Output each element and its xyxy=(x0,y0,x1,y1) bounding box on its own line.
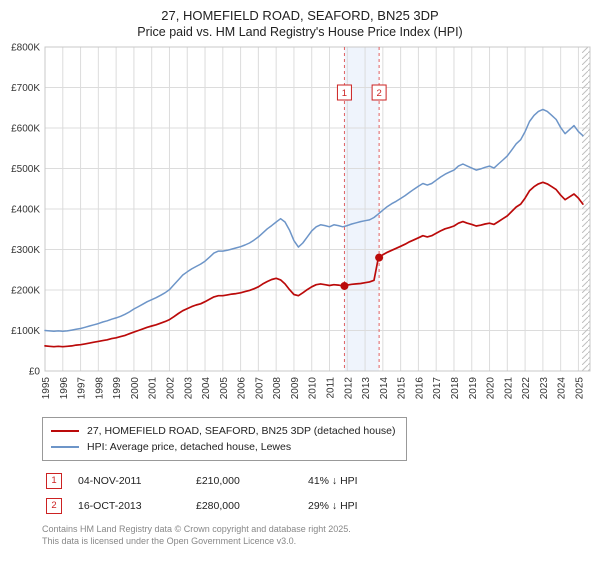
x-axis-tick-label: 2001 xyxy=(148,377,159,400)
transaction-number-badge: 2 xyxy=(46,498,62,514)
x-axis-tick-label: 2013 xyxy=(361,377,372,400)
future-hatch-region xyxy=(581,47,590,371)
x-axis-tick-label: 2023 xyxy=(539,377,550,400)
property-price-line xyxy=(44,181,584,348)
x-axis-tick-label: 2017 xyxy=(432,377,443,400)
transaction-price: £210,000 xyxy=(196,475,240,487)
sale-number-badge xyxy=(371,84,387,101)
x-axis-tick-label: 2009 xyxy=(290,377,301,400)
x-axis-tick-label: 2020 xyxy=(486,377,497,400)
page-title: 27, HOMEFIELD ROAD, SEAFORD, BN25 3DP xyxy=(161,8,439,23)
x-axis-tick-label: 2025 xyxy=(574,377,585,400)
transaction-hpi-diff: 29% ↓ HPI xyxy=(308,500,358,512)
price-history-chart: 1995 1996 1997 1998 1999 2000 2001 2002 2003 2004… xyxy=(11,43,591,400)
transaction-number-badge: 1 xyxy=(46,473,62,489)
x-axis-tick-label: 1996 xyxy=(59,377,70,400)
y-axis-tick-label: £200K xyxy=(11,286,40,297)
footer-line-1: Contains HM Land Registry data © Crown c… xyxy=(42,524,351,534)
x-axis-tick-label: 2015 xyxy=(397,377,408,400)
property-line-swatch xyxy=(51,430,79,432)
transactions-list: 1 04-NOV-2011 £210,000 41% ↓ HPI 2 16-OC… xyxy=(46,473,600,514)
hpi-line xyxy=(44,108,584,333)
x-axis-tick-label: 2024 xyxy=(557,377,568,400)
svg-text:1: 1 xyxy=(342,88,347,99)
x-axis-tick-label: 2010 xyxy=(308,377,319,400)
x-axis-tick-label: 2012 xyxy=(343,377,354,400)
sale-number-badge xyxy=(336,84,352,101)
x-axis-tick-label: 2000 xyxy=(130,377,141,400)
y-axis-tick-label: £100K xyxy=(11,326,40,337)
x-axis-tick-label: 2016 xyxy=(414,377,425,400)
legend: 27, HOMEFIELD ROAD, SEAFORD, BN25 3DP (d… xyxy=(42,417,407,461)
hpi-line-swatch xyxy=(51,446,79,448)
x-axis-tick-label: 2002 xyxy=(165,377,176,400)
x-axis-tick-label: 2022 xyxy=(521,377,532,400)
transaction-hpi-diff: 41% ↓ HPI xyxy=(308,475,358,487)
sale-point xyxy=(375,253,384,262)
y-axis-tick-label: £600K xyxy=(11,124,40,135)
transaction-date: 16-OCT-2013 xyxy=(78,500,142,512)
sale-point xyxy=(340,281,349,290)
y-axis-tick-label: £800K xyxy=(11,43,40,54)
transaction-price: £280,000 xyxy=(196,500,240,512)
x-axis-tick-label: 2008 xyxy=(272,377,283,400)
x-axis-tick-label: 2006 xyxy=(237,377,248,400)
y-axis-tick-label: £400K xyxy=(11,205,40,216)
x-axis-tick-label: 2014 xyxy=(379,377,390,400)
page-subtitle: Price paid vs. HM Land Registry's House … xyxy=(137,25,463,39)
transaction-date: 04-NOV-2011 xyxy=(78,475,142,487)
y-axis-tick-label: £700K xyxy=(11,83,40,94)
transaction-row: 1 04-NOV-2011 £210,000 41% ↓ HPI xyxy=(46,473,600,489)
x-axis-tick-label: 1997 xyxy=(77,377,88,400)
x-axis-tick-label: 1995 xyxy=(41,377,52,400)
footer-line-2: This data is licensed under the Open Gov… xyxy=(42,535,297,546)
x-axis-tick-label: 2003 xyxy=(183,377,194,400)
y-axis-tick-label: £0 xyxy=(29,367,41,378)
x-axis-tick-label: 2004 xyxy=(201,377,212,400)
x-axis-tick-label: 2007 xyxy=(254,377,265,400)
legend-item-property: 27, HOMEFIELD ROAD, SEAFORD, BN25 3DP (d… xyxy=(51,423,396,439)
legend-label-property: 27, HOMEFIELD ROAD, SEAFORD, BN25 3DP (d… xyxy=(87,425,396,437)
x-axis-tick-label: 2021 xyxy=(503,377,514,400)
legend-item-hpi: HPI: Average price, detached house, Lewe… xyxy=(51,439,396,455)
x-axis-tick-label: 2005 xyxy=(219,377,230,400)
x-axis-tick-label: 2019 xyxy=(468,377,479,400)
transaction-row: 2 16-OCT-2013 £280,000 29% ↓ HPI xyxy=(46,498,600,514)
x-axis-tick-label: 2011 xyxy=(326,377,337,399)
footer: Contains HM Land Registry data © Crown c… xyxy=(42,524,600,547)
x-axis-tick-label: 1999 xyxy=(112,377,123,400)
x-axis-tick-label: 1998 xyxy=(94,377,105,400)
x-axis-tick-label: 2018 xyxy=(450,377,461,400)
y-axis-tick-label: £500K xyxy=(11,164,40,175)
y-axis-tick-label: £300K xyxy=(11,245,40,256)
svg-text:2: 2 xyxy=(376,88,381,99)
legend-label-hpi: HPI: Average price, detached house, Lewe… xyxy=(87,441,292,453)
